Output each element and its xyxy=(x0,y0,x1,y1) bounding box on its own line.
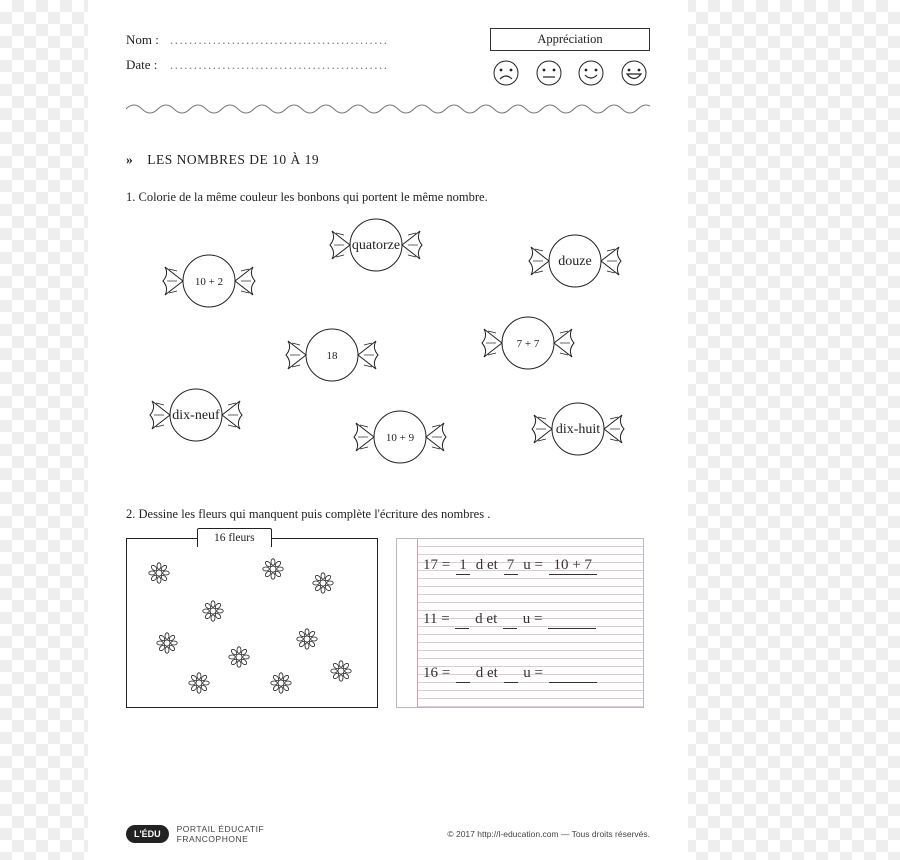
candy[interactable]: 10 + 9 xyxy=(344,407,456,472)
name-line[interactable]: ........................................… xyxy=(170,32,389,47)
flower-icon xyxy=(311,571,335,600)
svg-text:10 + 9: 10 + 9 xyxy=(386,432,415,444)
worksheet-page: Nom :...................................… xyxy=(88,0,688,860)
equation-row[interactable]: 17 = 1 d et 7 u = 10 + 7 xyxy=(423,557,635,585)
flowers-label: 16 fleurs xyxy=(197,528,272,547)
flower-icon xyxy=(155,631,179,660)
equation-row[interactable]: 11 = d et u = xyxy=(423,611,635,639)
flower-icon xyxy=(147,561,171,590)
face-sad-icon[interactable] xyxy=(492,59,520,87)
svg-text:7 + 7: 7 + 7 xyxy=(517,338,540,350)
flower-icon xyxy=(269,671,293,700)
svg-text:dix-huit: dix-huit xyxy=(556,422,600,437)
title-text: LES NOMBRES DE 10 À 19 xyxy=(147,152,319,167)
candy[interactable]: douze xyxy=(520,231,630,296)
date-label: Date : xyxy=(126,53,170,78)
svg-text:quatorze: quatorze xyxy=(352,238,400,253)
appreciation-box: Appréciation xyxy=(490,28,650,87)
candy-area: 10 + 2 quatorze douze 18 xyxy=(126,215,650,485)
footer-tagline: PORTAIL ÉDUCATIF FRANCOPHONE xyxy=(177,824,265,844)
logo-badge: L'ÉDU xyxy=(126,825,169,843)
name-label: Nom : xyxy=(126,28,170,53)
footer: L'ÉDU PORTAIL ÉDUCATIF FRANCOPHONE © 201… xyxy=(126,824,650,844)
copyright: © 2017 http://l-education.com — Tous dro… xyxy=(447,829,650,839)
worksheet-title: » LES NOMBRES DE 10 À 19 xyxy=(126,152,650,168)
flower-icon xyxy=(227,645,251,674)
student-fields: Nom :...................................… xyxy=(126,28,389,87)
candy[interactable]: quatorze xyxy=(316,215,436,280)
face-happy-icon[interactable] xyxy=(577,59,605,87)
chevron-icon: » xyxy=(126,152,133,167)
header: Nom :...................................… xyxy=(126,28,650,87)
flower-icon xyxy=(187,671,211,700)
candy[interactable]: dix-huit xyxy=(518,399,638,464)
appreciation-label: Appréciation xyxy=(490,28,650,51)
flower-icon xyxy=(261,557,285,586)
svg-text:douze: douze xyxy=(558,254,591,269)
flowers-box: 16 fleurs xyxy=(126,538,378,708)
face-neutral-icon[interactable] xyxy=(535,59,563,87)
face-very-happy-icon[interactable] xyxy=(620,59,648,87)
equations-box: 17 = 1 d et 7 u = 10 + 7 11 = d et u = 16… xyxy=(396,538,644,708)
candy[interactable]: 7 + 7 xyxy=(474,313,582,378)
ex1-instruction: 1. Colorie de la même couleur les bonbon… xyxy=(126,190,650,205)
candy[interactable]: dix-neuf xyxy=(136,385,256,450)
svg-text:10 + 2: 10 + 2 xyxy=(195,276,223,288)
candy[interactable]: 18 xyxy=(278,325,386,390)
candy[interactable]: 10 + 2 xyxy=(154,251,264,316)
svg-text:dix-neuf: dix-neuf xyxy=(172,408,220,423)
wave-divider-icon xyxy=(126,101,650,117)
date-line[interactable]: ........................................… xyxy=(170,57,389,72)
equation-row[interactable]: 16 = d et u = xyxy=(423,665,635,693)
flower-icon xyxy=(295,627,319,656)
ex2-instruction: 2. Dessine les fleurs qui manquent puis … xyxy=(126,507,650,522)
flower-icon xyxy=(201,599,225,628)
svg-text:18: 18 xyxy=(327,350,339,362)
flower-icon xyxy=(329,659,353,688)
